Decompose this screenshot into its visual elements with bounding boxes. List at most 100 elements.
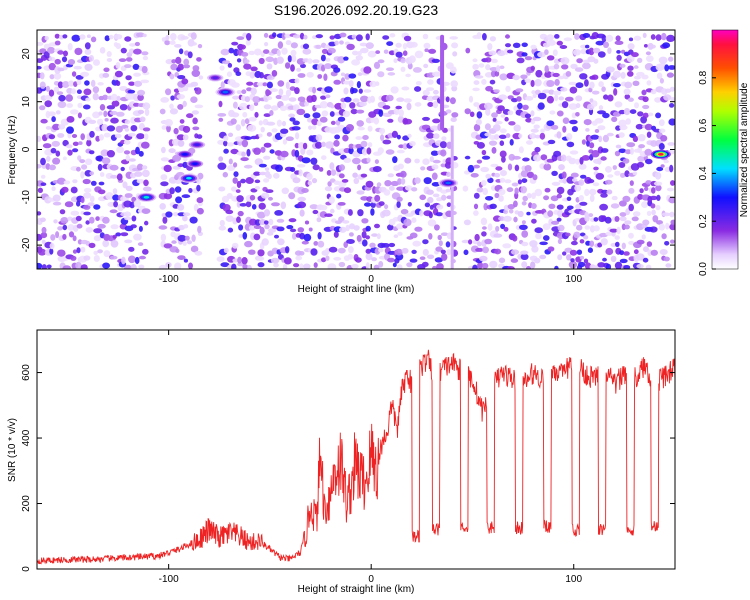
heatmap-cell [37,211,42,216]
heatmap-cell [396,134,401,140]
heatmap-cell [497,50,506,57]
heatmap-cell [429,156,434,163]
heatmap-cell [260,146,266,153]
heatmap-cell [387,173,394,178]
heatmap-cell [298,142,305,150]
heatmap-cell [80,197,85,204]
heatmap-cell [396,97,405,102]
heatmap-cell [565,96,574,102]
heatmap-cell [40,217,46,223]
heatmap-cell [470,173,479,178]
heatmap-cell [356,109,365,114]
colorbar-tick-label: 0.6 [698,118,709,132]
heatmap-cell [171,240,177,244]
heatmap-cell [263,155,271,160]
heatmap-cell [390,180,399,187]
heatmap-cell [451,85,458,92]
heatmap-peak [212,76,218,80]
heatmap-cell [534,227,543,234]
heatmap-peak [222,90,229,94]
heatmap-cell [408,55,416,63]
heatmap-cell [183,157,188,162]
heatmap-cell [70,210,80,216]
heatmap-cell [262,82,268,87]
heatmap-cell [360,95,369,103]
heatmap-cell [231,41,239,46]
heatmap-cell [106,105,116,110]
heatmap-cell [264,42,269,47]
heatmap-cell [218,100,223,108]
heatmap-cell [235,124,241,131]
heatmap-cell [589,194,595,202]
heatmap-cell [57,177,66,185]
heatmap-cell [632,171,638,176]
heatmap-cell [84,158,93,166]
snr-y-axis-label: SNR (10 * v/v) [7,418,18,482]
heatmap-cell [271,70,278,77]
heatmap-cell [552,90,562,96]
heatmap-cell [553,150,562,158]
heatmap-cell [164,118,173,127]
heatmap-cell [507,110,514,116]
heatmap-cell [182,86,189,92]
heatmap-cell [230,148,239,155]
heatmap-cell [137,109,145,115]
heatmap-cell [134,256,140,265]
heatmap-cell [396,223,405,230]
heatmap-cell [473,210,479,216]
heatmap-cell [300,147,306,155]
heatmap-cell [182,212,191,217]
heatmap-cell [77,155,82,161]
heatmap-cell [313,262,318,268]
heatmap-cell [367,142,373,148]
heatmap-cell [40,118,48,124]
heatmap-cell [244,118,250,125]
heatmap-cell [134,41,140,47]
heatmap-cell [259,226,265,235]
heatmap-cell [658,119,665,127]
heatmap-cell [503,209,509,215]
heatmap-cell [257,262,265,268]
heatmap-cell [482,246,489,254]
heatmap-cell [97,163,103,171]
heatmap-cell [48,89,55,97]
heatmap-cell [598,81,604,88]
heatmap-cell [347,253,353,260]
heatmap-cell [380,134,385,141]
heatmap-cell [549,110,556,115]
heatmap-cell [554,34,560,39]
heatmap-cell [233,171,239,178]
heatmap-cell [363,89,372,93]
heatmap-cell [383,189,391,196]
heatmap-cell [544,65,550,73]
heatmap-cell [583,258,589,264]
heatmap-cell [529,240,538,248]
heatmap-cell [285,62,291,69]
heatmap-cell [361,218,369,224]
heatmap-cell [177,234,187,242]
heatmap-cell [124,239,133,244]
heatmap-cell [355,55,363,61]
heatmap-cell [78,141,83,146]
heatmap-cell [227,132,234,137]
heatmap-cell [64,201,74,208]
heatmap-cell [236,36,245,40]
heatmap-cell [111,93,118,102]
heatmap-x-tick-label: -100 [159,274,179,285]
heatmap-cell [239,44,247,50]
heatmap-cell [299,209,305,217]
heatmap-cell [353,225,360,231]
heatmap-cell [472,63,479,70]
heatmap-cell [75,215,82,222]
heatmap-cell [510,249,520,255]
heatmap-cell [574,184,582,192]
heatmap-cell [122,181,128,189]
heatmap-cell [613,88,618,96]
heatmap-cell [115,62,121,69]
heatmap-cell [530,110,535,117]
heatmap-cell [402,43,407,50]
heatmap-cell [406,102,412,111]
heatmap-cell [430,125,439,131]
heatmap-cell [637,57,643,64]
heatmap-cell [355,136,363,140]
